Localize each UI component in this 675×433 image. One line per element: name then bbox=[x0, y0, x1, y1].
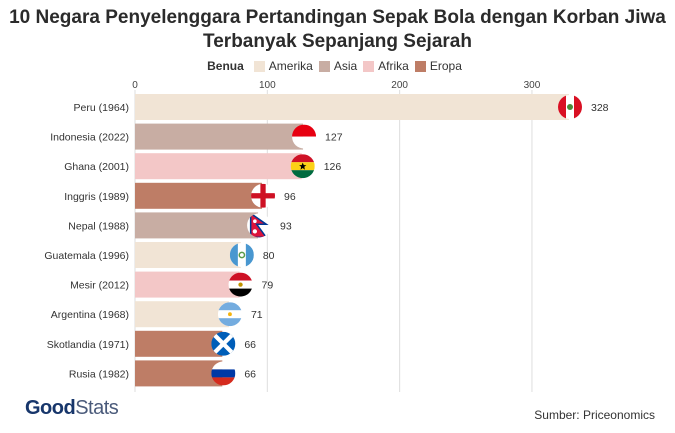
bar-3 bbox=[135, 182, 263, 209]
category-label-4: Nepal (1988) bbox=[68, 220, 129, 232]
value-label-4: 93 bbox=[280, 220, 292, 232]
bar-4 bbox=[135, 212, 259, 239]
bar-1 bbox=[135, 123, 304, 150]
category-label-6: Mesir (2012) bbox=[70, 280, 129, 292]
legend-swatch-eropa bbox=[414, 60, 426, 72]
logo-text-stats: Stats bbox=[75, 397, 119, 419]
value-label-9: 66 bbox=[244, 368, 256, 380]
chart-title-line1: 10 Negara Penyelenggara Pertandingan Sep… bbox=[9, 7, 666, 28]
value-label-3: 96 bbox=[284, 191, 296, 203]
category-label-3: Inggris (1989) bbox=[64, 191, 129, 203]
nepal-flag bbox=[247, 213, 272, 238]
ghana-flag bbox=[290, 154, 315, 179]
legend-item-eropa: Eropa bbox=[414, 59, 462, 73]
value-label-0: 328 bbox=[591, 102, 609, 114]
chart-title-line2: Terbanyak Sepanjang Sejarah bbox=[203, 31, 472, 52]
value-label-6: 79 bbox=[262, 280, 274, 292]
bar-5 bbox=[135, 242, 241, 268]
bar-9 bbox=[135, 360, 223, 387]
egypt-flag bbox=[228, 272, 253, 297]
legend-swatch-amerika bbox=[253, 60, 265, 72]
category-label-0: Peru (1964) bbox=[74, 102, 129, 114]
value-label-5: 80 bbox=[263, 250, 275, 262]
legend-swatch-afrika bbox=[363, 60, 375, 72]
category-label-5: Guatemala (1996) bbox=[44, 250, 129, 262]
bar-7 bbox=[135, 301, 229, 328]
bar-0 bbox=[135, 94, 569, 120]
guatemala-flag bbox=[229, 243, 254, 267]
value-label-7: 71 bbox=[251, 309, 263, 321]
value-label-2: 126 bbox=[324, 161, 342, 173]
peru-flag bbox=[558, 95, 582, 119]
indonesia-flag bbox=[292, 124, 317, 149]
legend-title: Benua bbox=[207, 59, 244, 73]
category-label-7: Argentina (1968) bbox=[51, 309, 129, 321]
legend-label-asia: Asia bbox=[333, 59, 358, 73]
source-note: Sumber: Priceonomics bbox=[534, 408, 655, 422]
category-label-8: Skotlandia (1971) bbox=[47, 339, 129, 351]
scotland-flag bbox=[211, 331, 236, 356]
argentina-flag bbox=[217, 302, 242, 327]
x-tick-label-300: 300 bbox=[524, 80, 541, 91]
legend-label-eropa: Eropa bbox=[429, 59, 462, 73]
legend-swatch-asia bbox=[318, 60, 330, 72]
goodstats-logo: GoodStats bbox=[25, 397, 119, 420]
category-label-1: Indonesia (2022) bbox=[50, 132, 129, 144]
x-tick-label-0: 0 bbox=[132, 80, 138, 91]
bar-8 bbox=[135, 330, 223, 357]
logo-text-good: Good bbox=[25, 397, 76, 419]
england-flag bbox=[251, 183, 276, 208]
legend-label-amerika: Amerika bbox=[268, 59, 313, 73]
category-label-2: Ghana (2001) bbox=[64, 161, 129, 173]
x-tick-label-100: 100 bbox=[259, 80, 276, 91]
value-label-8: 66 bbox=[244, 339, 256, 351]
legend-label-afrika: Afrika bbox=[378, 59, 409, 73]
russia-flag bbox=[211, 361, 236, 386]
value-label-1: 127 bbox=[325, 132, 343, 144]
legend-item-amerika: Amerika bbox=[253, 59, 313, 73]
legend-item-afrika: Afrika bbox=[363, 59, 409, 73]
legend-item-asia: Asia bbox=[318, 59, 358, 73]
legend: Benua Amerika Asia Afrika Eropa bbox=[0, 59, 675, 73]
category-label-9: Rusia (1982) bbox=[69, 368, 129, 380]
bar-6 bbox=[135, 271, 240, 298]
x-tick-label-200: 200 bbox=[391, 80, 408, 91]
bar-2 bbox=[135, 153, 302, 180]
